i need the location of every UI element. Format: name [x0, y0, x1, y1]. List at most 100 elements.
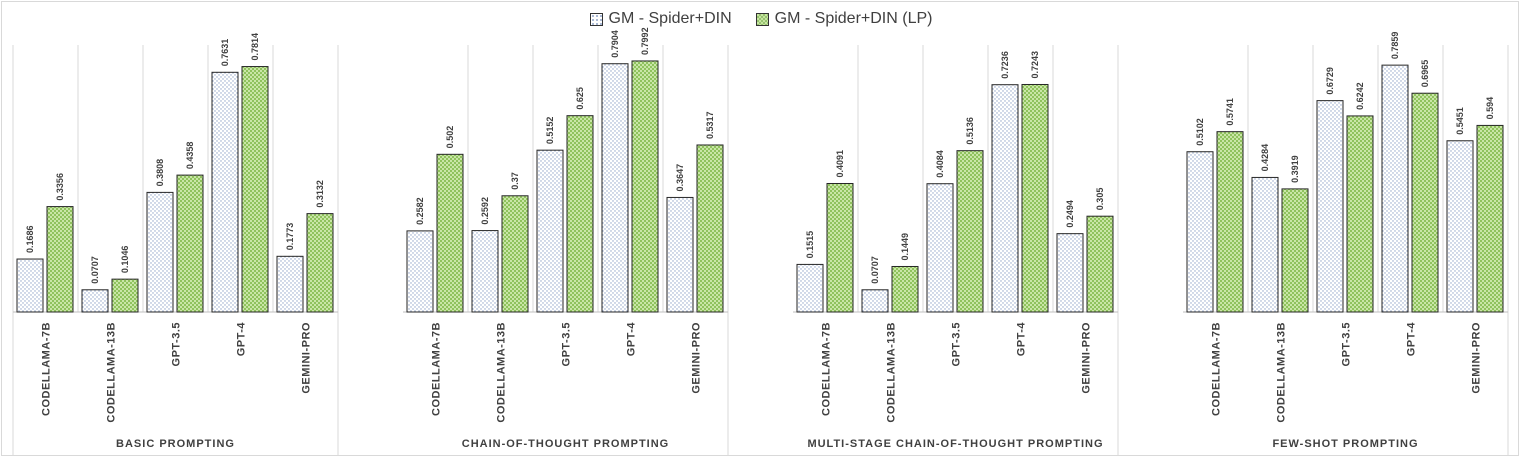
data-label: 0.4284 [1260, 144, 1270, 172]
data-label: 0.4358 [185, 142, 195, 170]
bar-gpt-3-5-series-1 [1316, 100, 1344, 313]
bar-gpt-3-5-series-1 [536, 149, 564, 313]
category-label: GPT-3.5 [1341, 322, 1353, 366]
bar-gpt-3-5-series-2 [956, 150, 984, 313]
group-label: BASIC PROMPTING [116, 438, 235, 450]
group-label: FEW-SHOT PROMPTING [1272, 438, 1418, 450]
category-label: GPT-4 [626, 322, 638, 357]
data-label: 0.37 [510, 172, 520, 190]
data-label: 0.3132 [315, 180, 325, 208]
bar-gpt-4-series-1 [211, 71, 239, 313]
bar-codellama-7b-series-1 [1186, 151, 1214, 313]
data-label: 0.5102 [1195, 118, 1205, 146]
bar-gemini-pro-series-1 [1056, 233, 1084, 313]
data-label: 0.6965 [1420, 60, 1430, 88]
data-label: 0.4091 [835, 150, 845, 178]
legend-swatch-series-1 [589, 12, 603, 26]
legend-swatch-series-2 [755, 12, 769, 26]
group-label: CHAIN-OF-THOUGHT PROMPTING [462, 438, 669, 450]
data-label: 0.3356 [55, 173, 65, 201]
data-label: 0.0707 [870, 256, 880, 284]
legend-label-series-2: GM - Spider+DIN (LP) [774, 10, 933, 27]
bar-codellama-13b-series-1 [861, 289, 889, 313]
bar-codellama-7b-series-2 [826, 182, 854, 313]
bar-gpt-3-5-series-1 [926, 183, 954, 313]
category-label: GPT-4 [1406, 322, 1418, 357]
data-label: 0.7904 [610, 30, 620, 58]
bar-codellama-7b-series-2 [46, 206, 74, 313]
category-label: CODELLAMA-7B [1211, 322, 1223, 416]
category-label: GEMINI-PRO [1471, 322, 1483, 394]
data-label: 0.5741 [1225, 98, 1235, 126]
bar-codellama-7b-series-2 [1216, 131, 1244, 313]
data-label: 0.305 [1095, 188, 1105, 211]
bar-codellama-13b-series-2 [111, 278, 139, 313]
category-label: GEMINI-PRO [691, 322, 703, 394]
data-label: 0.3647 [675, 164, 685, 192]
data-label: 0.594 [1485, 97, 1495, 120]
data-label: 0.1515 [805, 231, 815, 259]
bar-gpt-4-series-2 [631, 60, 659, 313]
category-label: GPT-3.5 [561, 322, 573, 366]
category-label: GPT-4 [1016, 322, 1028, 357]
legend-item-series-2: GM - Spider+DIN (LP) [755, 10, 933, 28]
bar-gpt-3-5-series-1 [146, 191, 174, 313]
bar-codellama-13b-series-1 [81, 289, 109, 313]
bar-gpt-3-5-series-2 [1346, 115, 1374, 313]
bar-gemini-pro-series-2 [696, 144, 724, 313]
bar-gpt-4-series-1 [601, 63, 629, 313]
data-label: 0.1449 [900, 233, 910, 261]
bar-codellama-7b-series-1 [406, 230, 434, 313]
data-label: 0.3919 [1290, 155, 1300, 183]
category-label: CODELLAMA-7B [821, 322, 833, 416]
data-label: 0.7631 [220, 39, 230, 67]
category-label: CODELLAMA-13B [106, 322, 118, 423]
data-label: 0.2592 [480, 197, 490, 225]
data-label: 0.2582 [415, 197, 425, 225]
data-label: 0.5152 [545, 117, 555, 145]
bar-gpt-4-series-1 [991, 84, 1019, 313]
bar-gpt-3-5-series-2 [176, 174, 204, 313]
bar-codellama-7b-series-2 [436, 153, 464, 313]
data-label: 0.7992 [640, 27, 650, 55]
data-label: 0.502 [445, 126, 455, 149]
data-label: 0.3808 [155, 159, 165, 187]
data-label: 0.5317 [705, 111, 715, 139]
bar-gemini-pro-series-1 [666, 196, 694, 313]
category-label: GPT-3.5 [951, 322, 963, 366]
bar-codellama-13b-series-1 [1251, 176, 1279, 313]
group-label: MULTI-STAGE CHAIN-OF-THOUGHT PROMPTING [807, 438, 1103, 450]
data-label: 0.0707 [90, 256, 100, 284]
data-label: 0.5451 [1455, 107, 1465, 135]
data-label: 0.1046 [120, 246, 130, 274]
bar-codellama-7b-series-1 [796, 263, 824, 313]
category-label: GEMINI-PRO [1081, 322, 1093, 394]
category-label: CODELLAMA-13B [1276, 322, 1288, 423]
data-label: 0.1686 [25, 226, 35, 254]
category-label: CODELLAMA-7B [431, 322, 443, 416]
data-label: 0.7243 [1030, 51, 1040, 79]
bar-codellama-13b-series-2 [891, 265, 919, 313]
data-label: 0.5136 [965, 117, 975, 145]
bar-gpt-4-series-1 [1381, 64, 1409, 313]
bar-codellama-13b-series-2 [501, 195, 529, 313]
category-label: CODELLAMA-13B [886, 322, 898, 423]
category-label: GEMINI-PRO [301, 322, 313, 394]
data-label: 0.7236 [1000, 51, 1010, 79]
bar-gemini-pro-series-2 [1476, 124, 1504, 313]
data-label: 0.2494 [1065, 200, 1075, 228]
data-label: 0.6242 [1355, 82, 1365, 110]
legend-label-series-1: GM - Spider+DIN [608, 10, 732, 27]
bar-codellama-7b-series-1 [16, 258, 44, 313]
bar-gemini-pro-series-2 [306, 213, 334, 313]
category-label: CODELLAMA-7B [41, 322, 53, 416]
data-label: 0.4084 [935, 150, 945, 178]
bar-gpt-4-series-2 [1021, 83, 1049, 313]
category-label: GPT-3.5 [171, 322, 183, 366]
data-label: 0.7814 [250, 33, 260, 61]
bar-gemini-pro-series-1 [276, 255, 304, 313]
data-label: 0.625 [575, 87, 585, 110]
bar-gpt-4-series-2 [1411, 92, 1439, 313]
